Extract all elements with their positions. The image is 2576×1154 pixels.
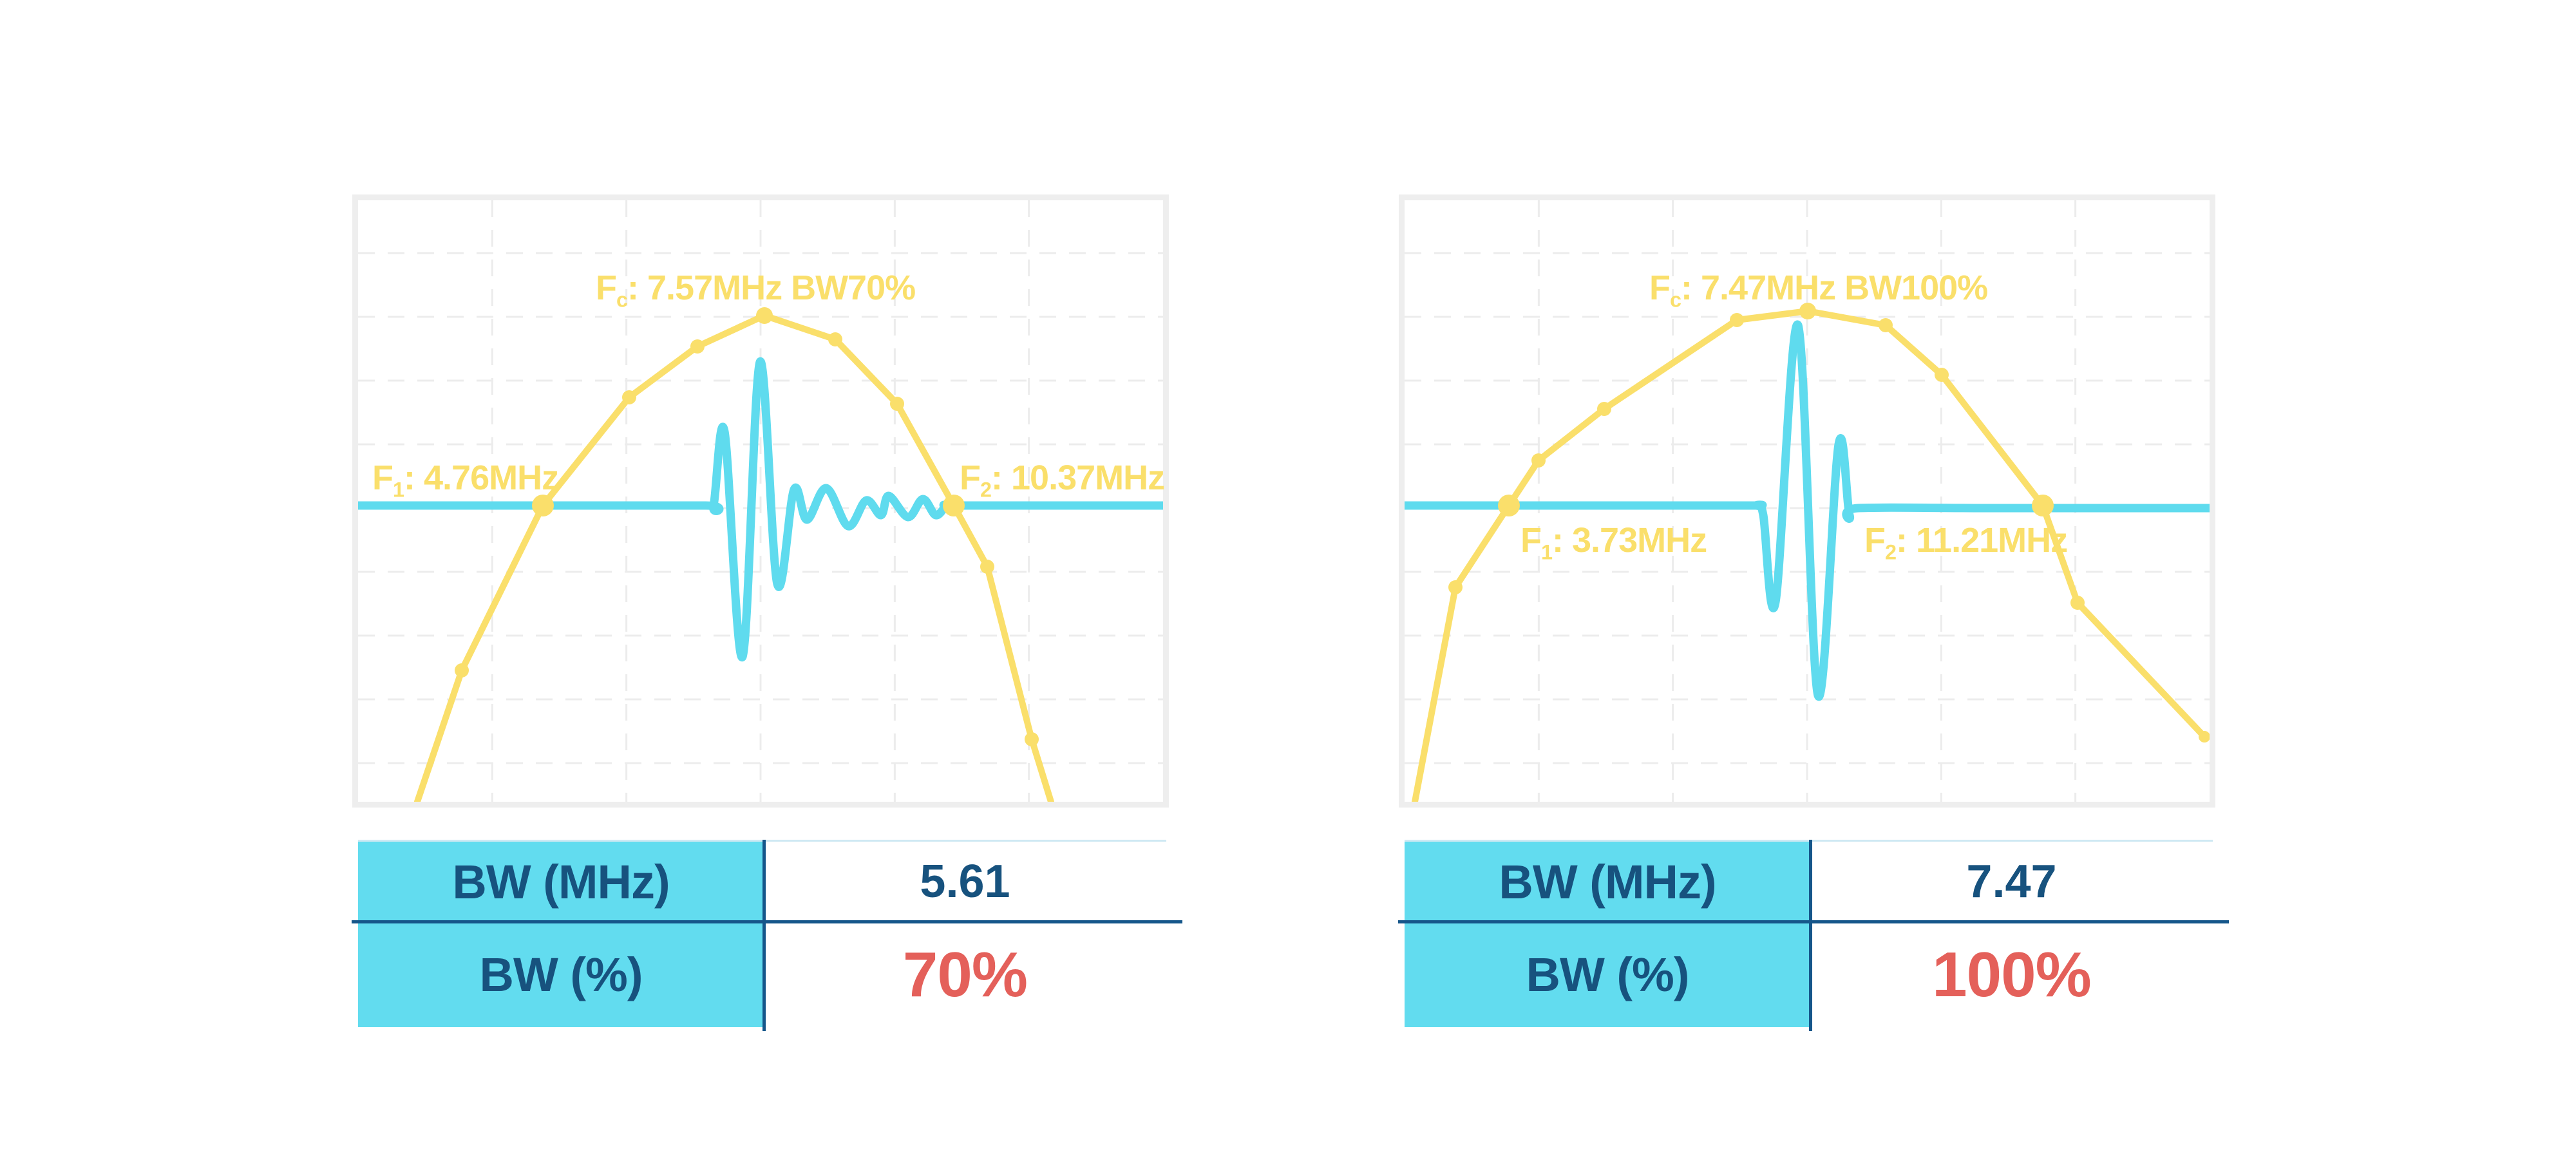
- spectrum-curve: [414, 312, 1054, 802]
- f1-annotation: F1: 4.76MHz: [372, 459, 559, 502]
- bw-pct-value-cell: 100%: [1810, 922, 2213, 1027]
- bw-mhz-value-cell: 5.61: [764, 842, 1166, 922]
- bw-pct-value: 100%: [1932, 938, 2092, 1010]
- f2-annotation: F2: 10.37MHz: [960, 459, 1165, 502]
- table-row-divider: [352, 920, 1182, 923]
- bw-mhz-header-cell: BW (MHz): [358, 842, 764, 922]
- bw-mhz-value-cell: 7.47: [1810, 842, 2213, 922]
- bw-pct-value: 70%: [902, 938, 1028, 1010]
- table-top-rule: [1405, 840, 2213, 842]
- bandwidth-table-100: BW (MHz) 7.47 BW (%) 100%: [1398, 840, 2229, 1031]
- spectrum-markers: [455, 307, 1039, 746]
- table-row: BW (%) 100%: [1405, 922, 2213, 1027]
- table-row-divider: [1398, 920, 2229, 923]
- bw-mhz-header-cell: BW (MHz): [1405, 842, 1810, 922]
- chart-plot-area: [358, 200, 1163, 802]
- pulse-waveform: [1405, 320, 2210, 701]
- pulse-waveform: [358, 357, 1163, 661]
- table-row: BW (MHz) 7.47: [1405, 842, 2213, 922]
- gridlines: [358, 200, 1163, 802]
- spectrum-markers: [1448, 303, 2210, 743]
- fc-annotation: Fc: 7.47MHz BW100%: [1649, 269, 1988, 312]
- table-row: BW (MHz) 5.61: [358, 842, 1166, 922]
- bw-pct-label: BW (%): [1526, 947, 1690, 1001]
- bw-mhz-value: 5.61: [920, 856, 1010, 907]
- bandwidth-table-70: BW (MHz) 5.61 BW (%) 70%: [352, 840, 1182, 1031]
- table-column-divider: [762, 840, 766, 1031]
- table-top-rule: [358, 840, 1166, 842]
- bw-pct-label: BW (%): [479, 947, 643, 1001]
- f2-annotation: F2: 11.21MHz: [1864, 521, 2068, 564]
- bw-pct-header-cell: BW (%): [358, 922, 764, 1027]
- fc-annotation: Fc: 7.57MHz BW70%: [596, 269, 916, 312]
- table-column-divider: [1809, 840, 1812, 1031]
- spectrum-curve: [1412, 308, 2208, 802]
- bandwidth-chart-70: Fc: 7.57MHz BW70% F1: 4.76MHz F2: 10.37MHz: [352, 194, 1169, 808]
- chart-plot-area: [1405, 200, 2210, 802]
- bw-pct-header-cell: BW (%): [1405, 922, 1810, 1027]
- bw-mhz-label: BW (MHz): [452, 855, 670, 909]
- gridlines: [1405, 200, 2210, 802]
- table-row: BW (%) 70%: [358, 922, 1166, 1027]
- bw-pct-value-cell: 70%: [764, 922, 1166, 1027]
- bw-mhz-label: BW (MHz): [1499, 855, 1716, 909]
- f1-annotation: F1: 3.73MHz: [1520, 521, 1707, 564]
- bandwidth-chart-100: Fc: 7.47MHz BW100% F1: 3.73MHz F2: 11.21MH…: [1399, 194, 2215, 808]
- bw-mhz-value: 7.47: [1966, 856, 2057, 907]
